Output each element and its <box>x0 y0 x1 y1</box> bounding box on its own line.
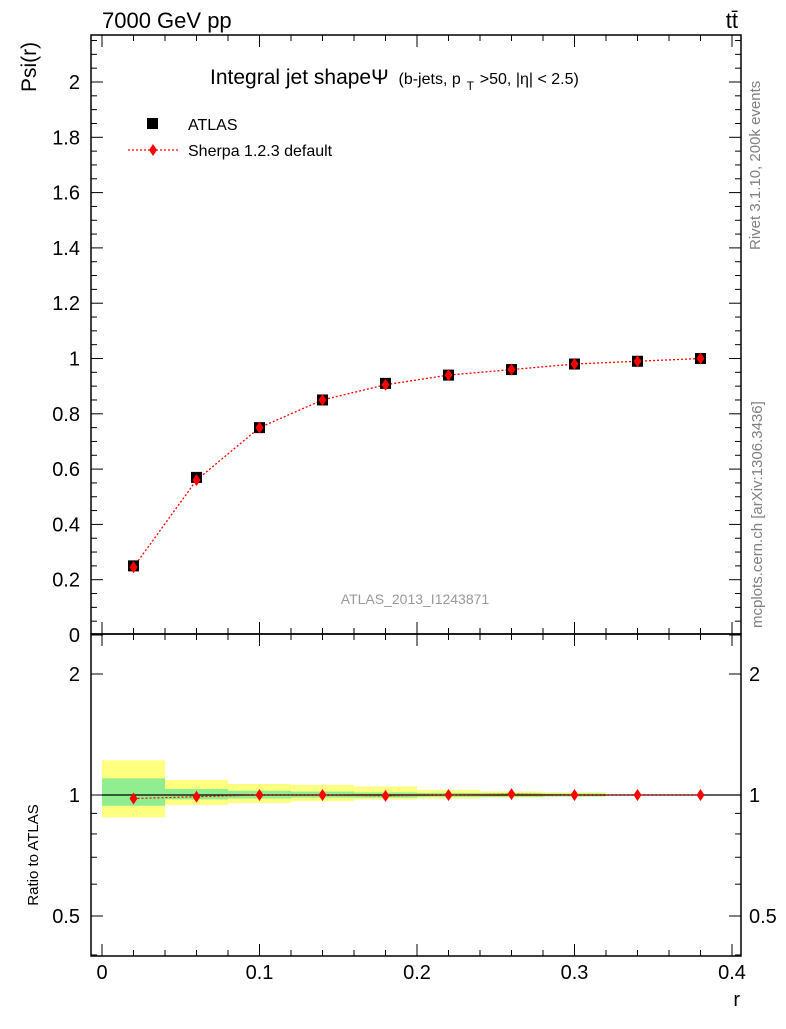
ratio-sherpa-line <box>133 793 701 800</box>
header-right-label: tt̄ <box>726 8 738 33</box>
chart-subtitle-sub: T <box>467 79 475 93</box>
sherpa-data-point <box>696 352 705 365</box>
legend: ATLAS Sherpa 1.2.3 default <box>128 117 333 160</box>
sherpa-data-point <box>255 421 264 434</box>
ratio-sherpa-point <box>444 789 453 801</box>
main-y-tick-label: 2 <box>69 72 80 94</box>
rivet-version-label: Rivet 3.1.10, 200k events <box>747 81 764 250</box>
chart-subtitle-part2: >50, |η| < 2.5) <box>480 71 579 88</box>
ratio-sherpa-point <box>507 788 516 801</box>
legend-atlas-marker <box>147 118 158 129</box>
sherpa-data-point <box>507 363 516 376</box>
ratio-sherpa-point <box>318 789 327 801</box>
ratio-panel: 0.5 0.5 1 1 2 2 0 0.1 0.2 0.3 0.4 <box>52 633 777 984</box>
ratio-sherpa-point <box>129 792 138 805</box>
main-y-tick-label: 1 <box>69 349 80 371</box>
ratio-sherpa-point <box>381 789 390 802</box>
main-y-tick-label: 0.4 <box>52 514 80 536</box>
main-y-axis-title: Psi(r) <box>18 42 41 92</box>
ratio-y-tick-label: 0.5 <box>52 906 80 928</box>
legend-sherpa-marker <box>149 144 157 156</box>
main-y-tick-label: 0.6 <box>52 459 80 481</box>
sherpa-data-point <box>129 561 138 574</box>
sherpa-data-point <box>633 355 642 368</box>
sherpa-data-point <box>192 474 201 487</box>
ratio-y-tick-label: 1 <box>69 785 80 807</box>
ratio-sherpa-point <box>696 789 705 801</box>
analysis-watermark: ATLAS_2013_I1243871 <box>341 591 490 607</box>
ratio-y-tick-label-right: 2 <box>749 664 760 686</box>
main-y-tick-label: 1.8 <box>52 127 80 149</box>
sherpa-line <box>132 357 701 568</box>
ratio-sherpa-point <box>633 789 642 801</box>
ratio-sherpa-point <box>192 790 201 803</box>
ratio-y-tick-label: 2 <box>69 664 80 686</box>
ratio-y-axis-title: Ratio to ATLAS <box>25 804 42 905</box>
main-y-tick-label: 0 <box>69 625 80 647</box>
x-axis-title: r <box>733 989 740 1011</box>
chart-title-main: Integral jet shapeΨ <box>210 66 389 89</box>
chart-title: Integral jet shapeΨ (b-jets, p T >50, |η… <box>210 66 579 95</box>
ratio-sherpa-point <box>570 789 579 801</box>
legend-sherpa-label: Sherpa 1.2.3 default <box>188 143 333 160</box>
x-tick-label: 0.1 <box>246 962 274 984</box>
x-tick-label: 0.4 <box>718 962 746 984</box>
ratio-y-tick-label-right: 1 <box>749 785 760 807</box>
main-y-tick-label: 1.6 <box>52 183 80 205</box>
ratio-sherpa-point <box>255 789 264 801</box>
ratio-y-tick-label-right: 0.5 <box>749 906 777 928</box>
sherpa-data-point <box>570 358 579 371</box>
x-tick-label: 0.2 <box>403 962 431 984</box>
sherpa-data-point <box>444 369 453 382</box>
legend-atlas-label: ATLAS <box>188 117 238 134</box>
x-tick-label: 0.3 <box>561 962 589 984</box>
main-y-tick-label: 0.8 <box>52 404 80 426</box>
sherpa-data-point <box>381 378 390 391</box>
x-tick-label: 0 <box>96 962 107 984</box>
main-y-tick-label: 0.2 <box>52 570 80 592</box>
sherpa-data-point <box>318 393 327 406</box>
header-left-label: 7000 GeV pp <box>102 8 232 33</box>
main-y-tick-label: 1.2 <box>52 293 80 315</box>
chart-subtitle-part1: (b-jets, p <box>399 71 461 88</box>
mcplots-label: mcplots.cern.ch [arXiv:1306.3436] <box>749 401 766 628</box>
main-y-tick-label: 1.4 <box>52 238 80 260</box>
